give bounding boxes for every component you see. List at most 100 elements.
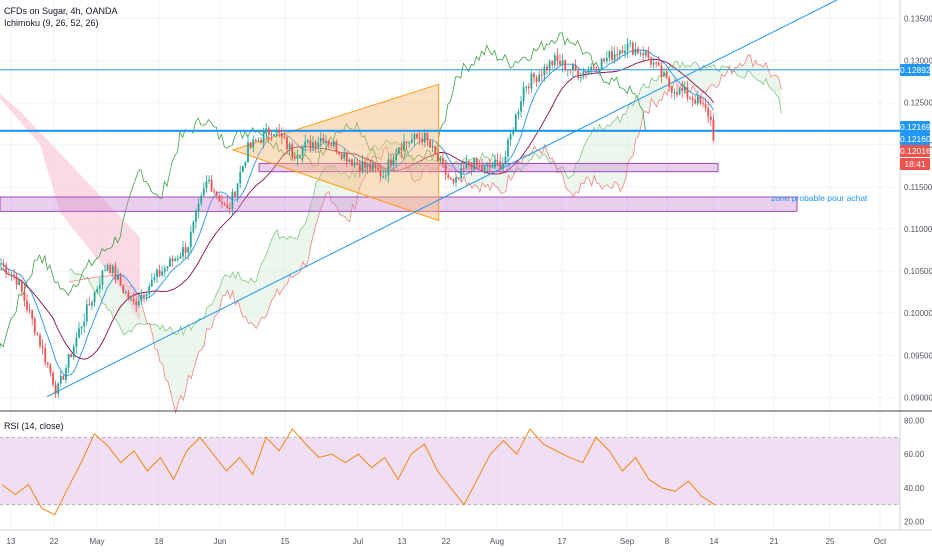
candle-body — [98, 285, 101, 289]
candle-body — [533, 73, 535, 78]
x-tick-label: 8 — [665, 537, 670, 546]
candle-body — [182, 247, 184, 257]
candle-body — [585, 71, 587, 74]
candle-body — [306, 140, 309, 143]
candle-body — [174, 258, 177, 262]
candle-body — [111, 266, 114, 274]
candle-body — [595, 68, 598, 71]
candle-body — [192, 221, 195, 232]
candle-body — [33, 318, 36, 334]
candle-body — [275, 129, 278, 134]
candle-body — [293, 156, 296, 159]
candle-body — [642, 52, 645, 56]
price-badge: 18:41 — [900, 158, 930, 170]
candle-body — [611, 51, 613, 61]
candle-body — [319, 137, 322, 143]
candle-body — [205, 181, 208, 189]
candle-body — [356, 162, 359, 165]
candle-body — [605, 58, 608, 62]
candle-body — [452, 179, 455, 183]
candle-body — [119, 275, 122, 286]
x-tick-label: Jul — [353, 537, 363, 546]
candle-body — [410, 139, 413, 143]
candle-body — [10, 274, 13, 276]
candle-body — [91, 302, 93, 306]
candle-body — [486, 164, 489, 167]
x-tick-label: 15 — [281, 537, 290, 546]
candle-body — [135, 301, 138, 306]
candle-body — [161, 271, 164, 276]
candle-body — [353, 162, 356, 166]
candle-body — [699, 96, 702, 104]
candle-body — [512, 131, 515, 135]
candle-body — [327, 140, 330, 145]
triangle-pattern — [231, 83, 440, 222]
candle-body — [629, 42, 632, 44]
candle-body — [184, 247, 187, 253]
candle-body — [78, 328, 80, 338]
candle-body — [41, 346, 44, 348]
candle-body — [478, 165, 481, 167]
candle-body — [104, 270, 106, 272]
candle-body — [101, 270, 104, 286]
candle-body — [530, 73, 533, 89]
candle-body — [637, 48, 639, 53]
candle-body — [678, 87, 681, 95]
rsi-tick-label: 60.00 — [904, 450, 925, 459]
candle-body — [132, 298, 135, 302]
candle-body — [49, 364, 52, 373]
rsi-tick-label: 80.00 — [904, 416, 925, 425]
candle-body — [117, 275, 119, 280]
candle-body — [657, 62, 660, 66]
candle-body — [267, 128, 270, 135]
candle-body — [62, 375, 65, 380]
candle-body — [145, 294, 148, 297]
candle-body — [163, 268, 166, 272]
candle-body — [569, 69, 572, 71]
candle-body — [543, 66, 546, 76]
candle-body — [475, 158, 478, 166]
candle-body — [621, 50, 624, 54]
candle-body — [153, 277, 156, 280]
candle-body — [7, 273, 10, 275]
rsi-line — [1, 428, 716, 516]
candle-body — [707, 107, 710, 117]
y-tick-label: 0.11000 — [904, 225, 932, 234]
candle-body — [639, 52, 642, 54]
candle-body — [213, 191, 216, 193]
bearish-cloud — [0, 94, 140, 322]
candle-body — [171, 258, 174, 262]
x-tick-label: 13 — [398, 537, 407, 546]
candle-body — [18, 280, 21, 285]
candle-body — [403, 141, 405, 151]
x-tick-label: 22 — [442, 537, 451, 546]
uptrend-line — [46, 0, 839, 397]
candle-body — [249, 142, 252, 148]
candle-body — [137, 301, 140, 306]
candle-body — [681, 87, 684, 92]
candle-body — [631, 42, 634, 55]
candle-body — [301, 147, 304, 156]
candle-body — [551, 61, 554, 65]
candle-body — [491, 167, 494, 169]
candle-body — [221, 201, 223, 204]
candle-body — [288, 144, 291, 150]
candle-body — [689, 97, 691, 99]
candle-body — [13, 274, 15, 277]
y-tick-label: 0.12500 — [904, 99, 932, 108]
candle-body — [379, 170, 382, 177]
candle-body — [600, 58, 603, 70]
candle-body — [613, 54, 616, 61]
x-tick-label: 14 — [710, 537, 719, 546]
candle-body — [239, 172, 242, 184]
candle-body — [280, 133, 283, 137]
candle-body — [590, 67, 593, 70]
candle-body — [668, 77, 671, 87]
candle-body — [291, 144, 294, 157]
candle-body — [330, 144, 333, 146]
candle-body — [535, 77, 538, 82]
candle-body — [150, 279, 153, 287]
candle-body — [200, 195, 203, 204]
candle-body — [273, 133, 275, 136]
